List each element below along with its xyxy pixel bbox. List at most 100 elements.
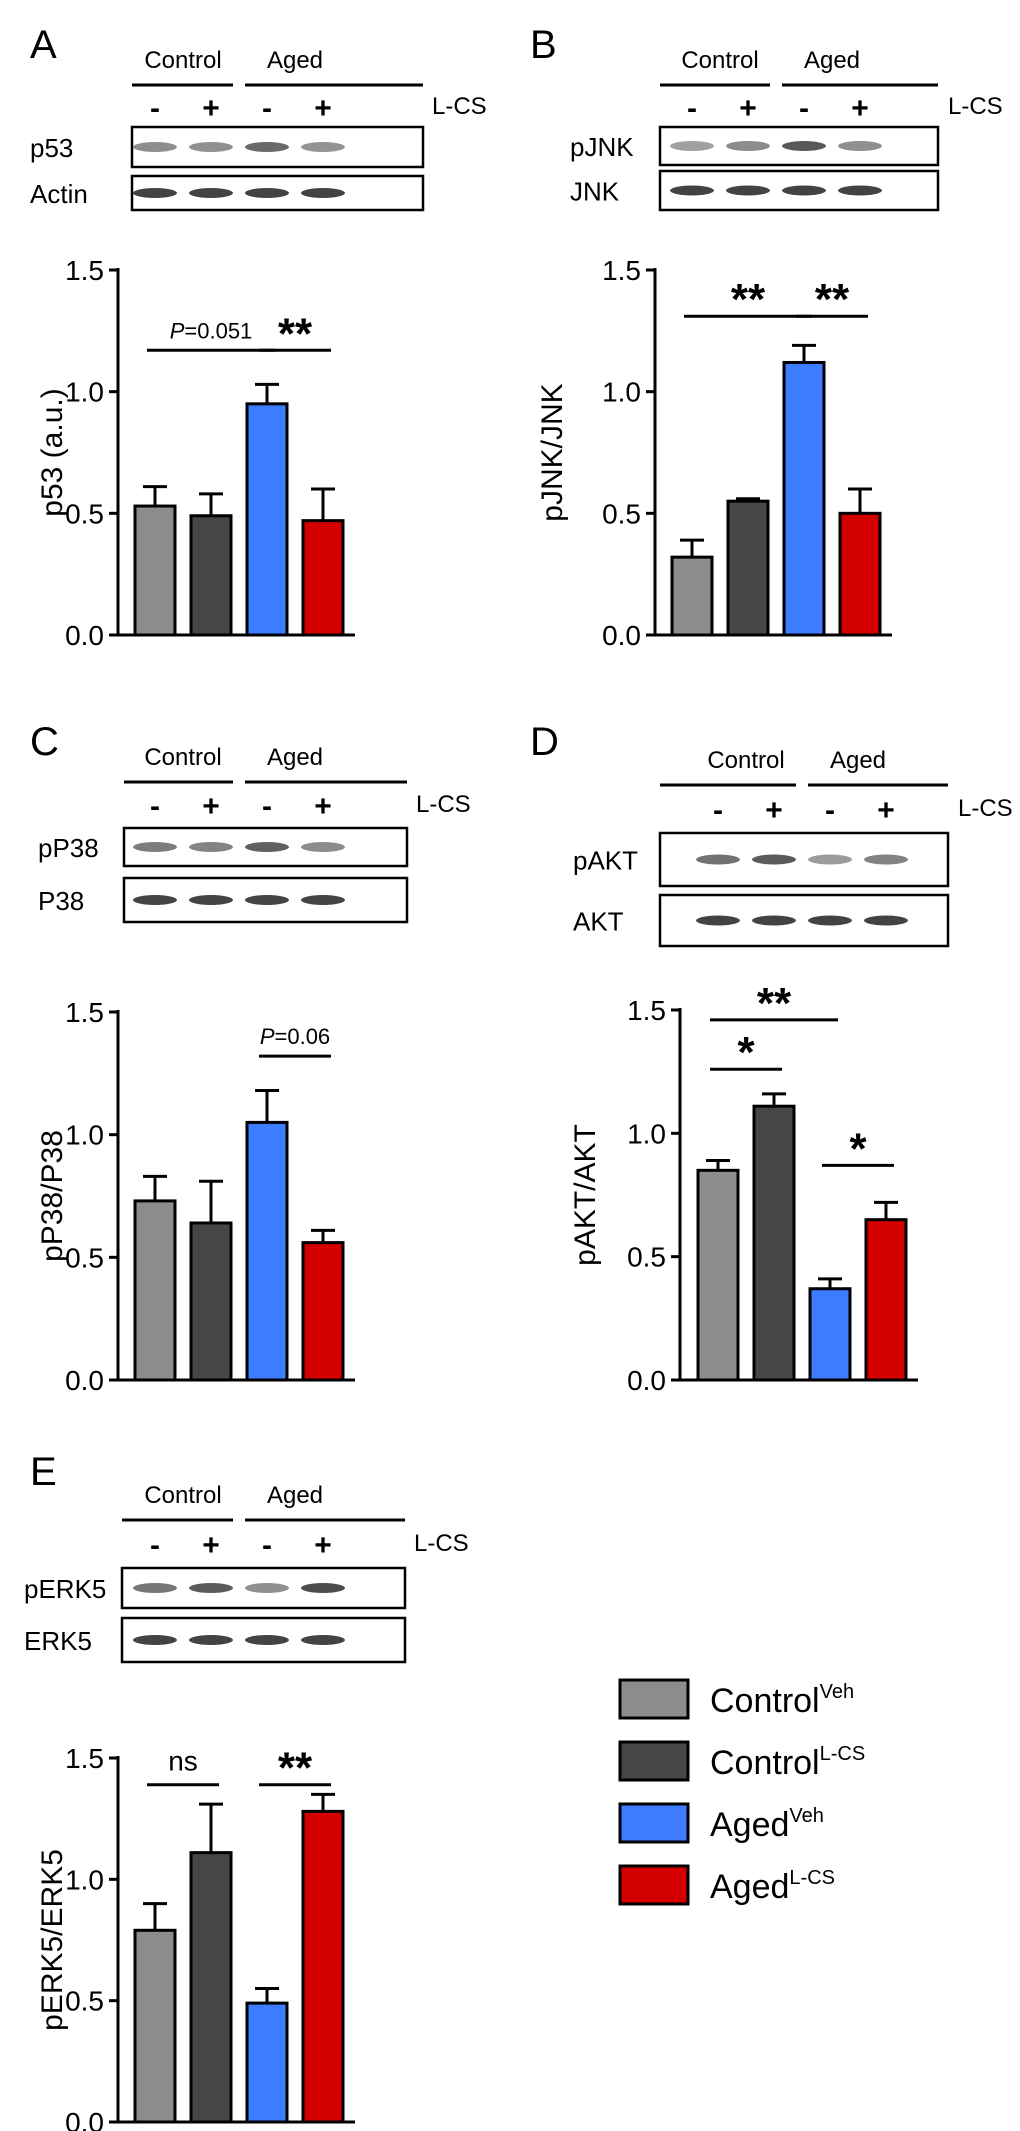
blot-band (189, 895, 233, 905)
blot-band (189, 842, 233, 852)
panel-D: D Control Aged - + - + L-CS pAKT AKT 0.0 0.5 1.0 1.5 p… (530, 720, 1013, 1396)
y-axis-label: pJNK/JNK (536, 383, 569, 521)
blot-band (808, 854, 852, 865)
blot-band (245, 1583, 289, 1593)
treatment-sign: + (202, 1529, 220, 1562)
treatment-sign: + (739, 92, 757, 125)
bar-AgedL-CS (301, 519, 345, 637)
treatment-sign: - (262, 790, 272, 823)
legend-label: ControlVeh (710, 1681, 854, 1720)
p-value-label: P=0.06 (260, 1024, 330, 1049)
bar-ControlVeh (133, 1928, 177, 2124)
y-tick-label: 1.0 (602, 377, 641, 408)
panel-letter: C (30, 720, 59, 764)
blot-band (696, 915, 740, 926)
blot-band (133, 188, 177, 198)
legend-swatch (618, 1678, 690, 1720)
panel-C: C Control Aged - + - + L-CS pP38 P38 0.0 0.5 1.0 1.5 p… (30, 720, 471, 1396)
y-tick-label: 1.0 (627, 1118, 666, 1149)
blot-band (189, 142, 233, 152)
blot-band (245, 842, 289, 852)
blot-band (245, 895, 289, 905)
panel-B: B Control Aged - + - + L-CS pJNK JNK 0.0 0.5 1.0 1.5 p… (530, 23, 1003, 651)
blot-band (838, 141, 882, 151)
y-tick-label: 1.5 (65, 255, 104, 286)
group-label-aged: Aged (267, 744, 323, 771)
legend-label: AgedVeh (710, 1805, 824, 1844)
significance-stars: ** (815, 275, 850, 324)
bar-AgedL-CS (301, 1241, 345, 1382)
panel-letter: B (530, 23, 557, 67)
group-label-aged: Aged (267, 47, 323, 74)
treatment-label: L-CS (948, 93, 1003, 120)
bar-AgedL-CS (301, 1809, 345, 2124)
blot-band (189, 188, 233, 198)
bar-AgedVeh (245, 402, 289, 637)
bar-ControlL-CS (189, 1851, 233, 2124)
blot-band (245, 188, 289, 198)
group-label-control: Control (144, 47, 221, 74)
y-axis-label: pERK5/ERK5 (36, 1849, 69, 2031)
significance-stars: ** (757, 979, 792, 1028)
protein-label: AKT (573, 907, 624, 937)
treatment-sign: - (150, 92, 160, 125)
blot-band (752, 854, 796, 865)
treatment-sign: - (799, 92, 809, 125)
treatment-sign: + (877, 794, 895, 827)
blot-band (864, 915, 908, 926)
bar-ControlL-CS (189, 514, 233, 637)
treatment-sign: - (150, 790, 160, 823)
y-tick-label: 0.0 (627, 1365, 666, 1396)
bar-ControlVeh (133, 504, 177, 637)
significance-label: ns (168, 1746, 198, 1777)
panel-letter: A (30, 23, 57, 67)
y-tick-label: 0.5 (602, 498, 641, 529)
blot-band (752, 915, 796, 926)
treatment-label: L-CS (414, 1530, 469, 1557)
bar-ControlVeh (670, 555, 714, 637)
significance-stars: ** (731, 275, 766, 324)
group-label-aged: Aged (830, 747, 886, 774)
bar-AgedVeh (782, 360, 826, 637)
bar-AgedVeh (808, 1287, 852, 1382)
y-tick-label: 1.0 (65, 1120, 104, 1151)
blot-band (301, 842, 345, 852)
treatment-label: L-CS (958, 795, 1013, 822)
y-axis-label: p53 (a.u.) (36, 388, 69, 516)
treatment-sign: + (202, 790, 220, 823)
blot-band (133, 142, 177, 152)
group-label-control: Control (144, 744, 221, 771)
treatment-sign: - (713, 794, 723, 827)
treatment-sign: - (150, 1529, 160, 1562)
blot-band (189, 1635, 233, 1645)
bar-ControlL-CS (189, 1221, 233, 1382)
y-axis-label: pP38/P38 (36, 1130, 69, 1262)
legend-swatch (618, 1740, 690, 1782)
y-tick-label: 0.0 (65, 1365, 104, 1396)
bar-ControlL-CS (752, 1104, 796, 1382)
y-tick-label: 0.5 (65, 1242, 104, 1273)
protein-label: p53 (30, 133, 73, 163)
protein-label: Actin (30, 179, 88, 209)
blot-band (245, 1635, 289, 1645)
treatment-sign: - (825, 794, 835, 827)
blot-band (782, 185, 826, 196)
blot-band (726, 185, 770, 196)
y-axis-label: pAKT/AKT (569, 1124, 602, 1266)
y-tick-label: 0.5 (65, 498, 104, 529)
treatment-sign: + (314, 92, 332, 125)
protein-label: JNK (570, 177, 620, 207)
treatment-label: L-CS (432, 93, 487, 120)
treatment-sign: - (687, 92, 697, 125)
p-value-label: P=0.051 (170, 318, 253, 343)
bar-AgedVeh (245, 2001, 289, 2124)
group-label-aged: Aged (804, 47, 860, 74)
significance-stars: * (737, 1028, 755, 1077)
treatment-sign: - (262, 1529, 272, 1562)
protein-label: pJNK (570, 132, 634, 162)
bar-ControlVeh (696, 1168, 740, 1382)
bar-AgedL-CS (864, 1218, 908, 1382)
panel-A: A Control Aged - + - + L-CS p53 Actin 0.0 0.5 1.0 1.5… (30, 23, 487, 651)
bar-ControlVeh (133, 1199, 177, 1382)
